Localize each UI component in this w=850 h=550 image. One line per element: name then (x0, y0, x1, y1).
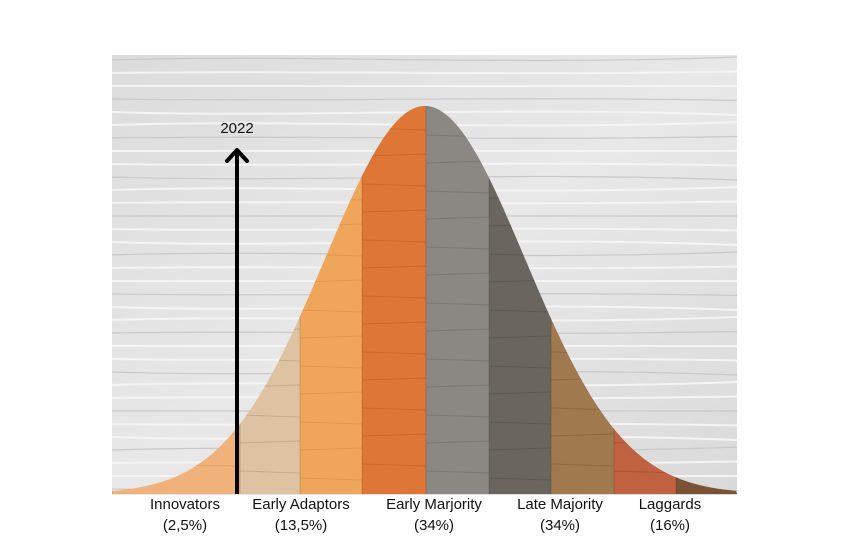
stripe-grain-line (425, 414, 490, 418)
arrow-head-icon (225, 148, 249, 163)
stripe-grain-line (488, 309, 552, 313)
category-share: (16%) (649, 517, 690, 534)
stripe-grain-line (425, 440, 490, 444)
stripe-grain-line (361, 407, 427, 411)
stripe-grain-line (488, 447, 552, 451)
category-label-early-majority: Early Marjority (34%) (364, 494, 504, 536)
category-label-late-majority: Late Majority (34%) (490, 494, 630, 536)
stripe-grain-line (425, 358, 490, 362)
category-label-innovators: Innovators (2,5%) (115, 494, 255, 536)
category-label-early-adaptors: Early Adaptors (13,5%) (231, 494, 371, 536)
category-name: Laggards (638, 496, 702, 513)
category-share: (13,5%) (274, 517, 328, 534)
stripe-grain-line (425, 190, 490, 194)
stripe-grain-line (425, 216, 490, 220)
stripe-grain-line (361, 463, 427, 467)
stripe-grain-line (361, 321, 427, 325)
stripe-grain-line (299, 447, 363, 451)
stripe-grain-line (299, 391, 363, 395)
wood-grain-line (111, 98, 738, 102)
stripe-grain-line (239, 470, 301, 474)
stripe-grain-line (425, 160, 490, 164)
wood-grain-line (111, 70, 738, 75)
category-name: Late Majority (517, 496, 603, 513)
year-marker-label: 2022 (220, 120, 254, 137)
stripe-grain-line (361, 295, 427, 299)
stripe-grain-line (299, 365, 363, 369)
stripe-grain-line (425, 384, 490, 388)
stripe-grain-line (488, 421, 552, 425)
stripe-grain-line (361, 351, 427, 355)
stripe-grain-line (425, 328, 490, 332)
wood-grain-line (111, 110, 738, 116)
stripe-grain-line (425, 246, 490, 250)
category-name: Innovators (149, 496, 221, 513)
stripe-grain-line (488, 391, 552, 395)
stripe-grain-line (361, 183, 427, 187)
curve-stripe (362, 106, 426, 494)
stripe-grain-line (299, 309, 363, 313)
stripe-grain-line (425, 302, 490, 306)
curve-stripe (426, 106, 489, 494)
stripe-grain-line (550, 463, 615, 467)
stripe-grain-line (425, 470, 490, 474)
stripe-grain-line (488, 477, 552, 481)
category-name: Early Marjority (386, 496, 482, 513)
stripe-grain-line (361, 239, 427, 243)
stripe-grain-line (299, 477, 363, 481)
category-share: (34%) (413, 517, 454, 534)
stripe-grain-line (488, 335, 552, 339)
stripe-grain-line (299, 421, 363, 425)
stripe-grain-line (361, 433, 427, 437)
stripe-grain-line (425, 272, 490, 276)
category-label-laggards: Laggards (16%) (600, 494, 740, 536)
stripe-grain-line (299, 335, 363, 339)
stripe-grain-line (488, 365, 552, 369)
category-share: (34%) (539, 517, 580, 534)
category-share: (2,5%) (162, 517, 208, 534)
stripe-grain-line (613, 470, 677, 474)
stripe-grain-line (361, 377, 427, 381)
category-name: Early Adaptors (252, 496, 350, 513)
stripe-grain-line (239, 414, 301, 418)
stripe-grain-line (361, 265, 427, 269)
stripe-grain-line (550, 433, 615, 437)
stripe-grain-line (239, 440, 301, 444)
stripe-grain-line (361, 209, 427, 213)
wood-grain-line (111, 56, 738, 62)
